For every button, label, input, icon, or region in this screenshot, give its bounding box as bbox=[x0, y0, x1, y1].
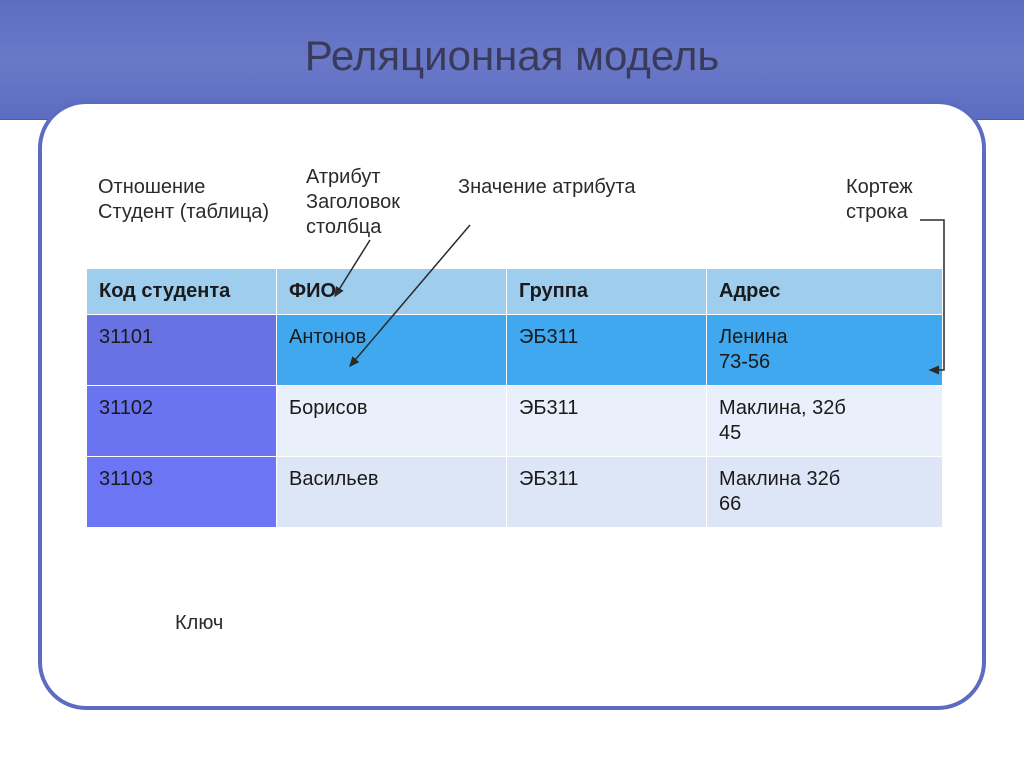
table-body: 31101АнтоновЭБ311Ленина73-5631102Борисов… bbox=[87, 315, 943, 528]
label-value: Значение атрибута bbox=[458, 175, 678, 200]
table-cell: Васильев bbox=[277, 457, 507, 528]
table-cell: 31103 bbox=[87, 457, 277, 528]
annotation-labels: ОтношениеСтудент (таблица) АтрибутЗаголо… bbox=[86, 170, 956, 250]
th-0: Код студента bbox=[87, 269, 277, 315]
table-row: 31102БорисовЭБ311Маклина, 32б45 bbox=[87, 386, 943, 457]
table-cell: Борисов bbox=[277, 386, 507, 457]
table-cell: Маклина 32б66 bbox=[707, 457, 943, 528]
table-cell: 31101 bbox=[87, 315, 277, 386]
table-cell: ЭБ311 bbox=[507, 315, 707, 386]
relation-table: Код студента ФИО Группа Адрес 31101Антон… bbox=[86, 268, 943, 528]
th-3: Адрес bbox=[707, 269, 943, 315]
label-relation: ОтношениеСтудент (таблица) bbox=[98, 175, 298, 225]
label-attribute: АтрибутЗаголовокстолбца bbox=[306, 165, 456, 240]
table-header-row: Код студента ФИО Группа Адрес bbox=[87, 269, 943, 315]
table-cell: ЭБ311 bbox=[507, 386, 707, 457]
page-title: Реляционная модель bbox=[0, 32, 1024, 80]
label-tuple: Кортежстрока bbox=[846, 175, 956, 225]
th-2: Группа bbox=[507, 269, 707, 315]
table-cell: Маклина, 32б45 bbox=[707, 386, 943, 457]
table-cell: 31102 bbox=[87, 386, 277, 457]
table-row: 31103ВасильевЭБ311Маклина 32б66 bbox=[87, 457, 943, 528]
th-1: ФИО bbox=[277, 269, 507, 315]
table-cell: Ленина73-56 bbox=[707, 315, 943, 386]
table-cell: ЭБ311 bbox=[507, 457, 707, 528]
table-cell: Антонов bbox=[277, 315, 507, 386]
table-row: 31101АнтоновЭБ311Ленина73-56 bbox=[87, 315, 943, 386]
label-key: Ключ bbox=[175, 612, 223, 635]
